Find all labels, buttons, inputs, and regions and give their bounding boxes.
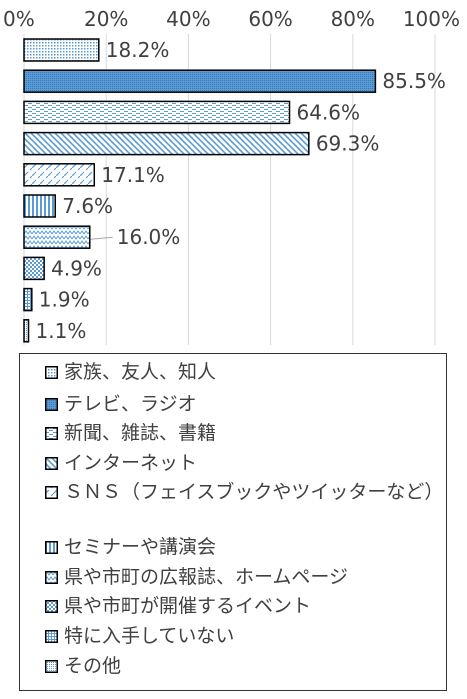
value-label-8: 4.9% bbox=[51, 256, 102, 280]
legend-swatch-8 bbox=[45, 600, 58, 613]
bar-8 bbox=[23, 256, 45, 281]
legend-label-8: 県や市町が開催するイベント bbox=[64, 595, 312, 617]
leader-line bbox=[90, 236, 113, 240]
x-tick-label-4: 80% bbox=[331, 7, 375, 31]
legend-label-4: インターネット bbox=[64, 452, 198, 474]
legend-label-1: 家族、友人、知人 bbox=[64, 361, 217, 383]
bar-5 bbox=[23, 163, 96, 187]
bar-6 bbox=[23, 194, 56, 218]
legend-label-6: セミナーや講演会 bbox=[64, 536, 217, 558]
legend-swatch-9 bbox=[45, 630, 58, 643]
value-label-1: 18.2% bbox=[106, 38, 170, 62]
value-label-4: 69.3% bbox=[316, 132, 380, 156]
legend-swatch-2 bbox=[45, 398, 58, 411]
bar-chart: 0% 20% 40% 60% 80% 100% 18.2% 85.5% 64.6% 69.3% 1… bbox=[3, 7, 460, 345]
legend-swatch-4 bbox=[45, 457, 58, 470]
value-label-3: 64.6% bbox=[297, 100, 361, 124]
bar-4 bbox=[23, 131, 310, 156]
bar-3 bbox=[23, 100, 291, 125]
value-label-5: 17.1% bbox=[101, 163, 165, 187]
bar-10 bbox=[23, 319, 30, 343]
value-label-10: 1.1% bbox=[36, 319, 87, 343]
legend-label-9: 特に入手していない bbox=[64, 625, 235, 647]
legend-swatch-3 bbox=[45, 427, 58, 440]
legend-swatch-1 bbox=[45, 366, 58, 379]
bar-2 bbox=[23, 69, 377, 93]
value-label-6: 7.6% bbox=[62, 194, 113, 218]
legend-label-5: ＳＮＳ（フェイスブックやツイッターなど） bbox=[64, 481, 444, 503]
legend-label-2: テレビ、ラジオ bbox=[64, 393, 197, 415]
bar-9 bbox=[23, 287, 33, 312]
bar-7 bbox=[23, 225, 91, 249]
legend-swatch-5 bbox=[45, 486, 58, 499]
bar-1 bbox=[23, 38, 100, 62]
value-label-7: 16.0% bbox=[117, 225, 181, 249]
x-tick-label-1: 20% bbox=[84, 7, 128, 31]
x-tick-label-5: 100% bbox=[403, 7, 460, 31]
value-label-9: 1.9% bbox=[39, 288, 90, 312]
legend-label-7: 県や市町の広報誌、ホームページ bbox=[64, 566, 349, 588]
x-tick-label-2: 40% bbox=[166, 7, 210, 31]
legend-swatch-10 bbox=[45, 660, 58, 673]
x-tick-label-3: 60% bbox=[248, 7, 292, 31]
legend-label-10: その他 bbox=[64, 655, 122, 677]
legend-swatch-6 bbox=[45, 541, 58, 554]
x-tick-label-0: 0% bbox=[3, 7, 35, 31]
legend-swatch-7 bbox=[45, 571, 58, 584]
value-label-2: 85.5% bbox=[382, 69, 446, 93]
legend-label-3: 新聞、雑誌、書籍 bbox=[64, 422, 217, 444]
chart-legend: 家族、友人、知人 テレビ、ラジオ 新聞、雑誌、書籍 インターネット ＳＮＳ（フェイスブッ… bbox=[19, 353, 447, 691]
